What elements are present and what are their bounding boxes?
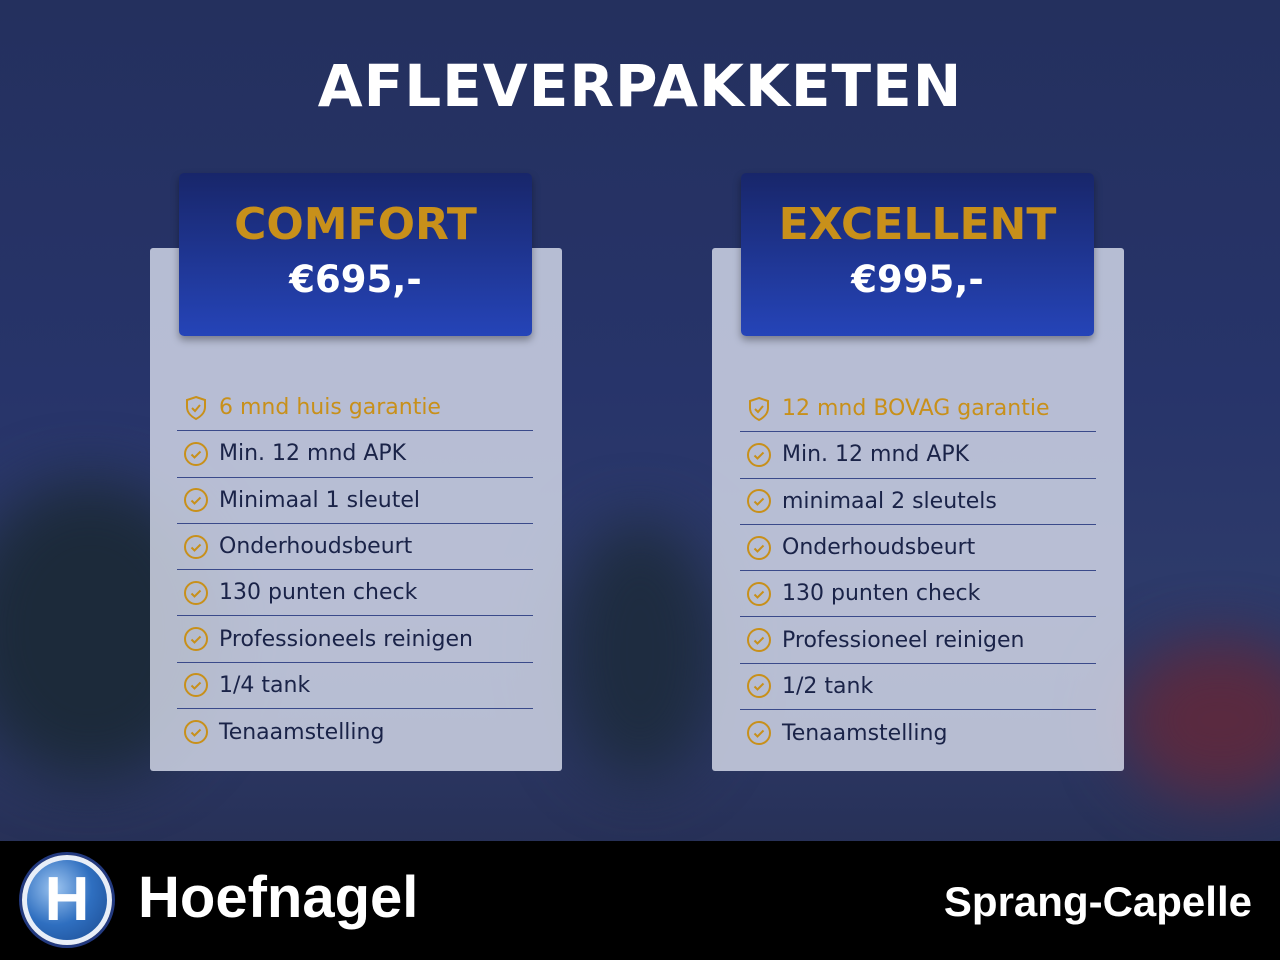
page-title: AFLEVERPAKKETEN: [317, 52, 963, 120]
feature-item: 1/2 tank: [740, 664, 1096, 711]
package-name: EXCELLENT: [778, 199, 1057, 250]
feature-text: Tenaamstelling: [782, 720, 948, 746]
hoefnagel-logo: H: [22, 855, 112, 945]
check-circle-icon: [183, 672, 209, 698]
check-circle-icon: [183, 580, 209, 606]
footer-bar: [0, 841, 1280, 960]
location: Sprang-Capelle: [943, 878, 1252, 925]
feature-text: Tenaamstelling: [219, 719, 385, 745]
feature-item: Min. 12 mnd APK: [177, 431, 533, 478]
shield-check-icon: [183, 395, 209, 421]
feature-item: Onderhoudsbeurt: [177, 524, 533, 571]
check-circle-icon: [183, 487, 209, 513]
check-circle-icon: [746, 581, 772, 607]
feature-text: Professioneels reinigen: [219, 626, 473, 652]
check-circle-icon: [183, 441, 209, 467]
feature-item: Tenaamstelling: [740, 710, 1096, 756]
feature-item: minimaal 2 sleutels: [740, 479, 1096, 525]
feature-item: Min. 12 mnd APK: [740, 432, 1096, 479]
package-features-comfort: 6 mnd huis garantie Min. 12 mnd APK Minima…: [177, 385, 533, 755]
package-header-excellent: EXCELLENT €995,-: [741, 173, 1094, 336]
check-circle-icon: [183, 626, 209, 652]
brand-name: Hoefnagel: [138, 865, 419, 930]
background-trees: [560, 520, 720, 780]
feature-text: 12 mnd BOVAG garantie: [782, 396, 1050, 422]
check-circle-icon: [183, 534, 209, 560]
check-circle-icon: [746, 535, 772, 561]
feature-item: 12 mnd BOVAG garantie: [740, 386, 1096, 433]
shield-check-icon: [746, 396, 772, 422]
feature-item: Tenaamstelling: [177, 709, 533, 755]
feature-text: minimaal 2 sleutels: [782, 488, 997, 514]
background-car: [1120, 640, 1280, 800]
feature-text: 130 punten check: [219, 580, 418, 606]
check-circle-icon: [746, 720, 772, 746]
feature-item: Minimaal 1 sleutel: [177, 478, 533, 524]
feature-text: Onderhoudsbeurt: [219, 534, 413, 560]
feature-text: Min. 12 mnd APK: [782, 442, 970, 468]
feature-text: Onderhoudsbeurt: [782, 535, 976, 561]
package-price: €995,-: [851, 258, 984, 301]
check-circle-icon: [183, 719, 209, 745]
feature-text: 130 punten check: [782, 581, 981, 607]
feature-item: Onderhoudsbeurt: [740, 525, 1096, 572]
feature-text: Professioneel reinigen: [782, 627, 1025, 653]
feature-text: Min. 12 mnd APK: [219, 441, 407, 467]
feature-text: 1/2 tank: [782, 673, 874, 699]
feature-item: Professioneels reinigen: [177, 616, 533, 663]
package-price: €695,-: [289, 258, 422, 301]
package-name: COMFORT: [234, 199, 477, 250]
feature-text: Minimaal 1 sleutel: [219, 487, 420, 513]
feature-text: 1/4 tank: [219, 672, 311, 698]
feature-item: 130 punten check: [177, 570, 533, 617]
check-circle-icon: [746, 442, 772, 468]
feature-item: 6 mnd huis garantie: [177, 385, 533, 432]
check-circle-icon: [746, 627, 772, 653]
feature-item: Professioneel reinigen: [740, 617, 1096, 664]
check-circle-icon: [746, 488, 772, 514]
check-circle-icon: [746, 673, 772, 699]
feature-item: 130 punten check: [740, 571, 1096, 618]
feature-text: 6 mnd huis garantie: [219, 395, 441, 421]
feature-item: 1/4 tank: [177, 663, 533, 710]
package-features-excellent: 12 mnd BOVAG garantie Min. 12 mnd APK mini…: [740, 386, 1096, 756]
package-header-comfort: COMFORT €695,-: [179, 173, 532, 336]
logo-letter: H: [44, 865, 90, 934]
